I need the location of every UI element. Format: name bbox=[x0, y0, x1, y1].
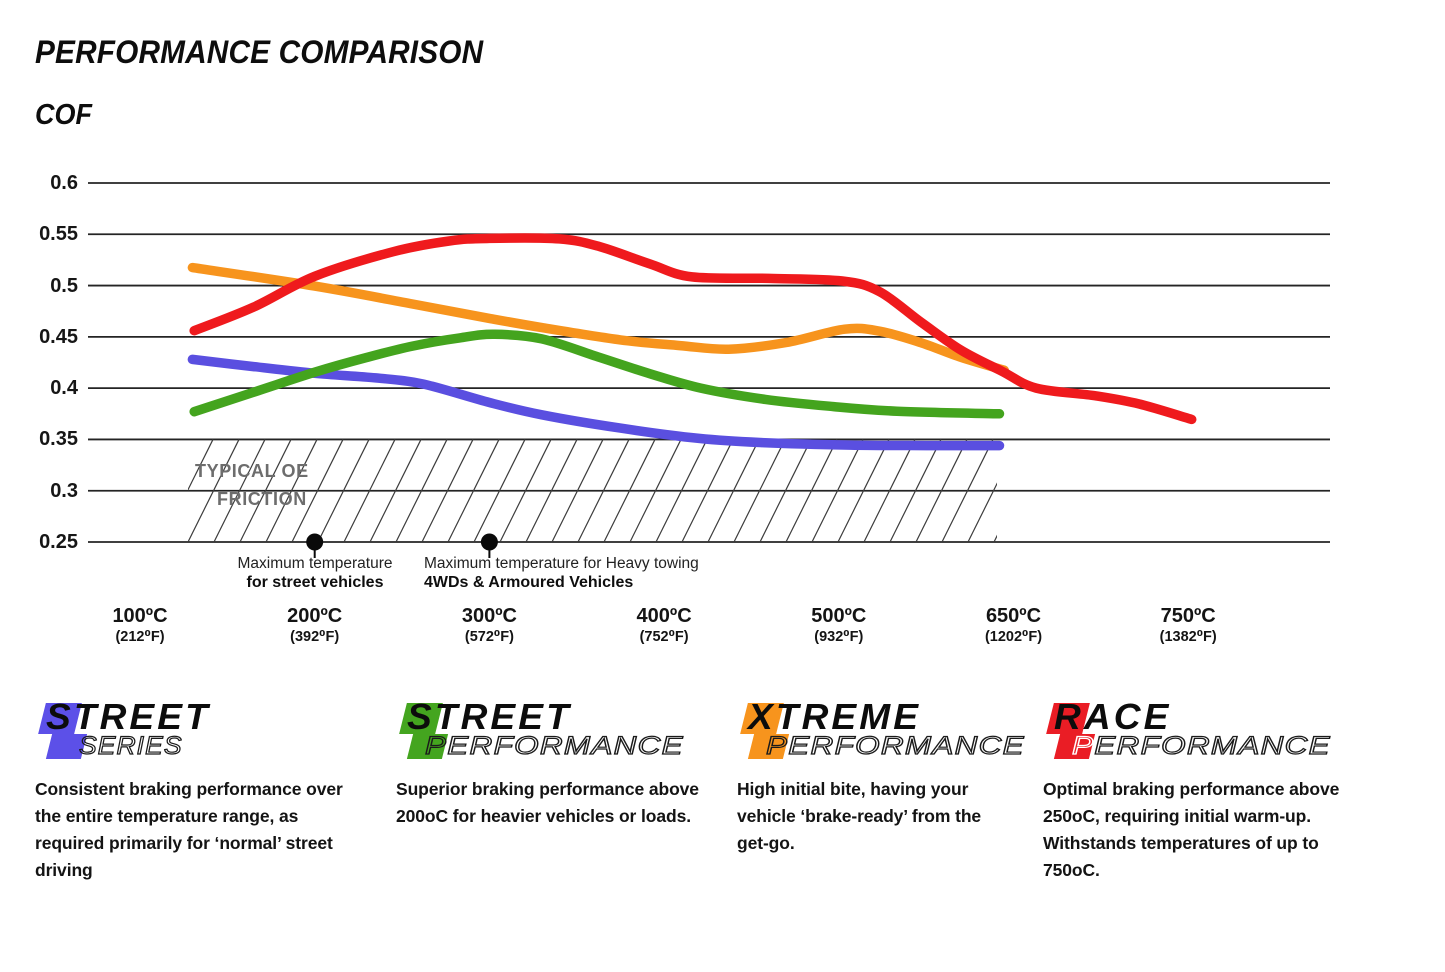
marker-text-bold: for street vehicles bbox=[246, 574, 384, 591]
logo-word1: XTREME bbox=[748, 696, 922, 737]
x-tick-750c: 750ºC (1382⁰F) bbox=[1113, 604, 1263, 646]
series-line-race-performance bbox=[189, 233, 1197, 425]
x-tick-500c: 500ºC (932⁰F) bbox=[764, 604, 914, 646]
marker-text-bold: 4WDs & Armoured Vehicles bbox=[424, 574, 634, 591]
x-tick-celsius: 650ºC bbox=[985, 605, 1042, 627]
x-tick-celsius: 200ºC bbox=[287, 605, 343, 627]
oe-friction-hatch-zone bbox=[188, 439, 997, 543]
street-performance-description: Superior braking performance above 200oC… bbox=[396, 779, 699, 826]
x-tick-100c: 100ºC (212⁰F) bbox=[65, 604, 215, 646]
legend-column-xtreme-performance: XTREME PERFORMANCE High initial bite, ha… bbox=[737, 696, 1037, 891]
street-series-logo: STREET SERIES bbox=[35, 696, 367, 766]
x-tick-celsius: 400ºC bbox=[636, 605, 692, 627]
x-tick-fahrenheit: (1382⁰F) bbox=[1159, 629, 1217, 645]
y-tick-label: 0.4 bbox=[50, 377, 78, 400]
y-tick-label: 0.55 bbox=[39, 223, 78, 246]
oe-friction-label-line1: TYPICAL OE bbox=[195, 461, 309, 481]
xtreme-performance-description: High initial bite, having your vehicle ‘… bbox=[737, 779, 982, 853]
logo-word1: RACE bbox=[1054, 696, 1172, 737]
y-axis-title: COF bbox=[35, 99, 92, 131]
race-performance-logo: RACE PERFORMANCE bbox=[1043, 696, 1373, 766]
logo-word1: STREET bbox=[46, 696, 211, 737]
y-tick-label: 0.25 bbox=[39, 531, 78, 553]
x-tick-fahrenheit: (572⁰F) bbox=[464, 629, 514, 645]
y-tick-label: 0.45 bbox=[39, 325, 78, 348]
x-tick-fahrenheit: (212⁰F) bbox=[115, 629, 165, 645]
logo-word1: STREET bbox=[407, 696, 572, 737]
page-title: PERFORMANCE COMPARISON bbox=[35, 34, 484, 70]
x-tick-fahrenheit: (752⁰F) bbox=[639, 629, 689, 645]
oe-friction-label-line2: FRICTION bbox=[217, 489, 307, 509]
x-tick-celsius: 100ºC bbox=[112, 605, 168, 627]
y-tick-label: 0.5 bbox=[50, 274, 78, 297]
marker-label-heavy-towing: Maximum temperature for Heavy towing 4WD… bbox=[424, 555, 754, 593]
x-tick-400c: 400ºC (752⁰F) bbox=[589, 604, 739, 646]
y-tick-label: 0.3 bbox=[50, 479, 78, 502]
x-tick-celsius: 750ºC bbox=[1160, 605, 1216, 627]
y-tick-label: 0.6 bbox=[50, 172, 78, 194]
xtreme-performance-logo: XTREME PERFORMANCE bbox=[737, 696, 1037, 766]
series-line-xtreme-performance bbox=[187, 262, 1009, 375]
y-tick-label: 0.35 bbox=[39, 428, 78, 451]
series-line-street-performance bbox=[189, 329, 1005, 419]
x-tick-fahrenheit: (392⁰F) bbox=[290, 629, 340, 645]
legend-column-street-performance: STREET PERFORMANCE Superior braking perf… bbox=[396, 696, 728, 891]
street-series-description: Consistent braking performance over the … bbox=[35, 779, 343, 880]
x-tick-celsius: 500ºC bbox=[811, 605, 867, 627]
x-tick-celsius: 300ºC bbox=[461, 605, 517, 627]
x-tick-fahrenheit: (1202⁰F) bbox=[984, 629, 1043, 645]
x-tick-fahrenheit: (932⁰F) bbox=[814, 629, 864, 645]
legend-column-race-performance: RACE PERFORMANCE Optimal braking perform… bbox=[1043, 696, 1373, 891]
logo-word2: PERFORMANCE bbox=[765, 732, 1025, 760]
marker-dot-300c bbox=[480, 533, 498, 551]
logo-word2: PERFORMANCE bbox=[424, 732, 684, 760]
logo-word2: SERIES bbox=[78, 732, 183, 760]
race-performance-description: Optimal braking performance above 250oC,… bbox=[1043, 779, 1340, 880]
marker-dot-200c bbox=[306, 533, 324, 551]
x-tick-300c: 300ºC (572⁰F) bbox=[414, 604, 564, 646]
marker-text: Maximum temperature bbox=[237, 555, 393, 572]
logo-word2: PERFORMANCE bbox=[1071, 732, 1331, 760]
legend-column-street-series: STREET SERIES Consistent braking perform… bbox=[35, 696, 367, 891]
street-performance-logo: STREET PERFORMANCE bbox=[396, 696, 728, 766]
x-tick-650c: 650ºC (1202⁰F) bbox=[939, 604, 1089, 646]
x-tick-200c: 200ºC (392⁰F) bbox=[240, 604, 390, 646]
marker-text: Maximum temperature for Heavy towing bbox=[424, 555, 699, 572]
marker-label-street-vehicles: Maximum temperature for street vehicles bbox=[195, 555, 435, 593]
